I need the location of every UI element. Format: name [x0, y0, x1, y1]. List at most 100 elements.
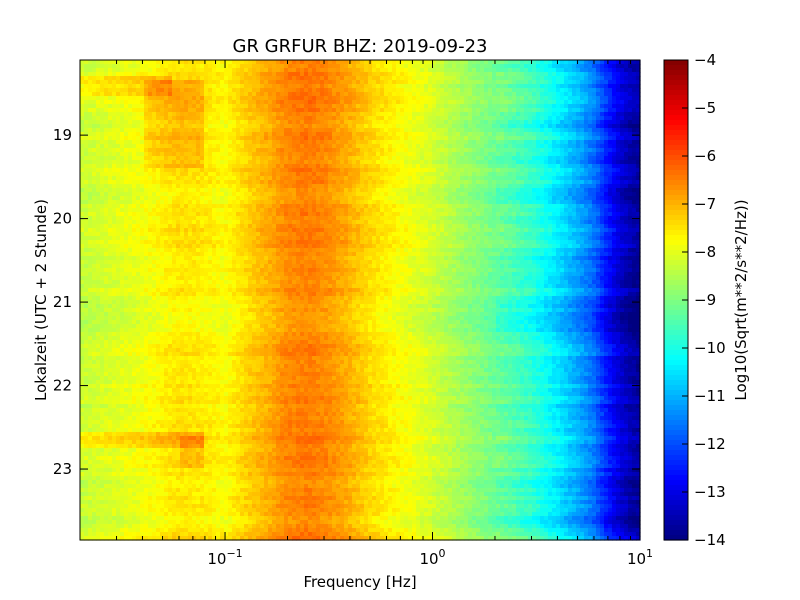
heatmap-cell: [188, 72, 193, 77]
heatmap-cell: [152, 72, 157, 77]
heatmap-cell: [320, 136, 325, 141]
heatmap-cell: [540, 136, 545, 141]
heatmap-cell: [272, 164, 277, 169]
heatmap-cell: [424, 96, 429, 101]
heatmap-cell: [532, 96, 537, 101]
heatmap-cell: [420, 128, 425, 133]
heatmap-cell: [588, 168, 593, 173]
heatmap-cell: [388, 172, 393, 177]
heatmap-cell: [180, 108, 185, 113]
heatmap-cell: [444, 180, 449, 185]
heatmap-cell: [208, 68, 213, 73]
heatmap-cell: [416, 196, 421, 201]
heatmap-cell: [156, 144, 161, 149]
heatmap-cell: [444, 92, 449, 97]
heatmap-cell: [252, 156, 257, 161]
heatmap-cell: [480, 116, 485, 121]
heatmap-cell: [540, 192, 545, 197]
heatmap-cell: [552, 152, 557, 157]
heatmap-cell: [528, 128, 533, 133]
heatmap-cell: [396, 176, 401, 181]
heatmap-cell: [100, 172, 105, 177]
heatmap-cell: [468, 140, 473, 145]
heatmap-cell: [172, 88, 177, 93]
heatmap-cell: [252, 136, 257, 141]
heatmap-cell: [324, 200, 329, 205]
heatmap-cell: [332, 140, 337, 145]
heatmap-cell: [636, 68, 641, 73]
heatmap-cell: [260, 100, 265, 105]
heatmap-cell: [492, 152, 497, 157]
heatmap-cell: [448, 188, 453, 193]
heatmap-cell: [432, 84, 437, 89]
heatmap-cell: [96, 88, 101, 93]
heatmap-cell: [204, 124, 209, 129]
heatmap-cell: [116, 88, 121, 93]
heatmap-cell: [208, 152, 213, 157]
heatmap-cell: [624, 152, 629, 157]
heatmap-cell: [216, 60, 221, 65]
heatmap-cell: [328, 180, 333, 185]
heatmap-cell: [208, 120, 213, 125]
heatmap-cell: [140, 96, 145, 101]
heatmap-cell: [184, 76, 189, 81]
heatmap-cell: [288, 180, 293, 185]
heatmap-cell: [324, 76, 329, 81]
heatmap-cell: [416, 64, 421, 69]
heatmap-cell: [544, 192, 549, 197]
heatmap-cell: [600, 156, 605, 161]
heatmap-cell: [284, 176, 289, 181]
heatmap-cell: [156, 120, 161, 125]
heatmap-cell: [128, 136, 133, 141]
heatmap-cell: [236, 68, 241, 73]
heatmap-cell: [612, 172, 617, 177]
heatmap-cell: [304, 124, 309, 129]
heatmap-cell: [636, 88, 641, 93]
heatmap-cell: [232, 136, 237, 141]
heatmap-cell: [448, 176, 453, 181]
heatmap-cell: [84, 172, 89, 177]
heatmap-cell: [488, 120, 493, 125]
heatmap-cell: [84, 108, 89, 113]
heatmap-cell: [412, 104, 417, 109]
heatmap-cell: [108, 180, 113, 185]
heatmap-cell: [192, 108, 197, 113]
heatmap-cell: [416, 68, 421, 73]
heatmap-cell: [124, 128, 129, 133]
heatmap-cell: [600, 152, 605, 157]
heatmap-cell: [184, 196, 189, 201]
heatmap-cell: [424, 120, 429, 125]
heatmap-cell: [408, 64, 413, 69]
heatmap-cell: [516, 144, 521, 149]
heatmap-cell: [160, 108, 165, 113]
heatmap-cell: [176, 156, 181, 161]
heatmap-cell: [564, 188, 569, 193]
heatmap-cell: [428, 100, 433, 105]
heatmap-cell: [412, 156, 417, 161]
heatmap-cell: [636, 112, 641, 117]
heatmap-cell: [264, 200, 269, 205]
heatmap-cell: [164, 88, 169, 93]
heatmap-cell: [108, 84, 113, 89]
heatmap-cell: [460, 92, 465, 97]
heatmap-cell: [360, 76, 365, 81]
heatmap-cell: [392, 64, 397, 69]
heatmap-cell: [528, 120, 533, 125]
heatmap-cell: [592, 176, 597, 181]
heatmap-cell: [388, 76, 393, 81]
heatmap-cell: [416, 188, 421, 193]
heatmap-cell: [512, 72, 517, 77]
heatmap-cell: [492, 124, 497, 129]
heatmap-cell: [240, 136, 245, 141]
heatmap-cell: [536, 64, 541, 69]
heatmap-cell: [544, 108, 549, 113]
heatmap-cell: [204, 192, 209, 197]
heatmap-cell: [168, 104, 173, 109]
heatmap-cell: [600, 124, 605, 129]
heatmap-cell: [180, 164, 185, 169]
heatmap-cell: [556, 180, 561, 185]
heatmap-cell: [456, 96, 461, 101]
heatmap-cell: [164, 192, 169, 197]
heatmap-cell: [452, 76, 457, 81]
heatmap-cell: [428, 148, 433, 153]
